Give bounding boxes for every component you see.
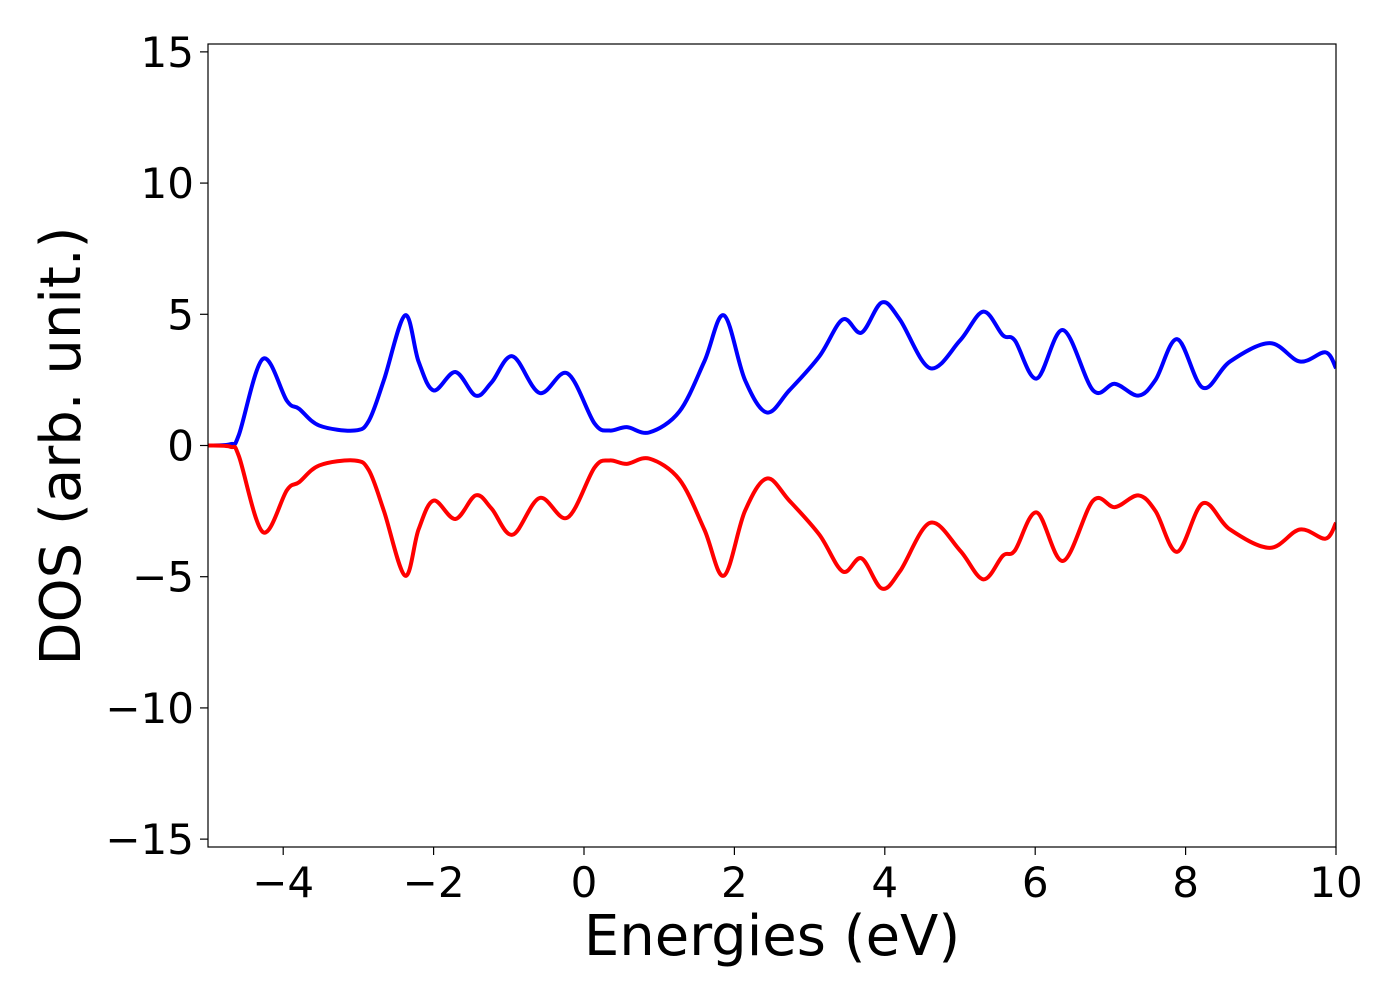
- x-tick-label: 6: [1022, 858, 1049, 907]
- x-tick-label: −2: [403, 858, 465, 907]
- x-axis-label: Energies (eV): [584, 904, 960, 969]
- series-line-blue: [208, 300, 1336, 448]
- x-tick-label: 10: [1309, 858, 1362, 907]
- x-tick-label: 4: [871, 858, 898, 907]
- y-tick-label: −5: [132, 553, 194, 602]
- y-tick-label: 15: [141, 28, 194, 77]
- x-tick-label: 2: [721, 858, 748, 907]
- x-tick-label: 0: [571, 858, 598, 907]
- y-tick-label: 5: [167, 290, 194, 339]
- y-tick-label: −15: [105, 815, 194, 864]
- series-line-red: [208, 443, 1336, 591]
- y-tick-label: 0: [167, 422, 194, 471]
- x-tick-label: −4: [252, 858, 314, 907]
- x-tick-label: 8: [1172, 858, 1199, 907]
- plot-frame: [207, 43, 1337, 848]
- y-tick-label: 10: [141, 159, 194, 208]
- y-axis-label: DOS (arb. unit.): [29, 226, 94, 665]
- y-tick-label: −10: [105, 684, 194, 733]
